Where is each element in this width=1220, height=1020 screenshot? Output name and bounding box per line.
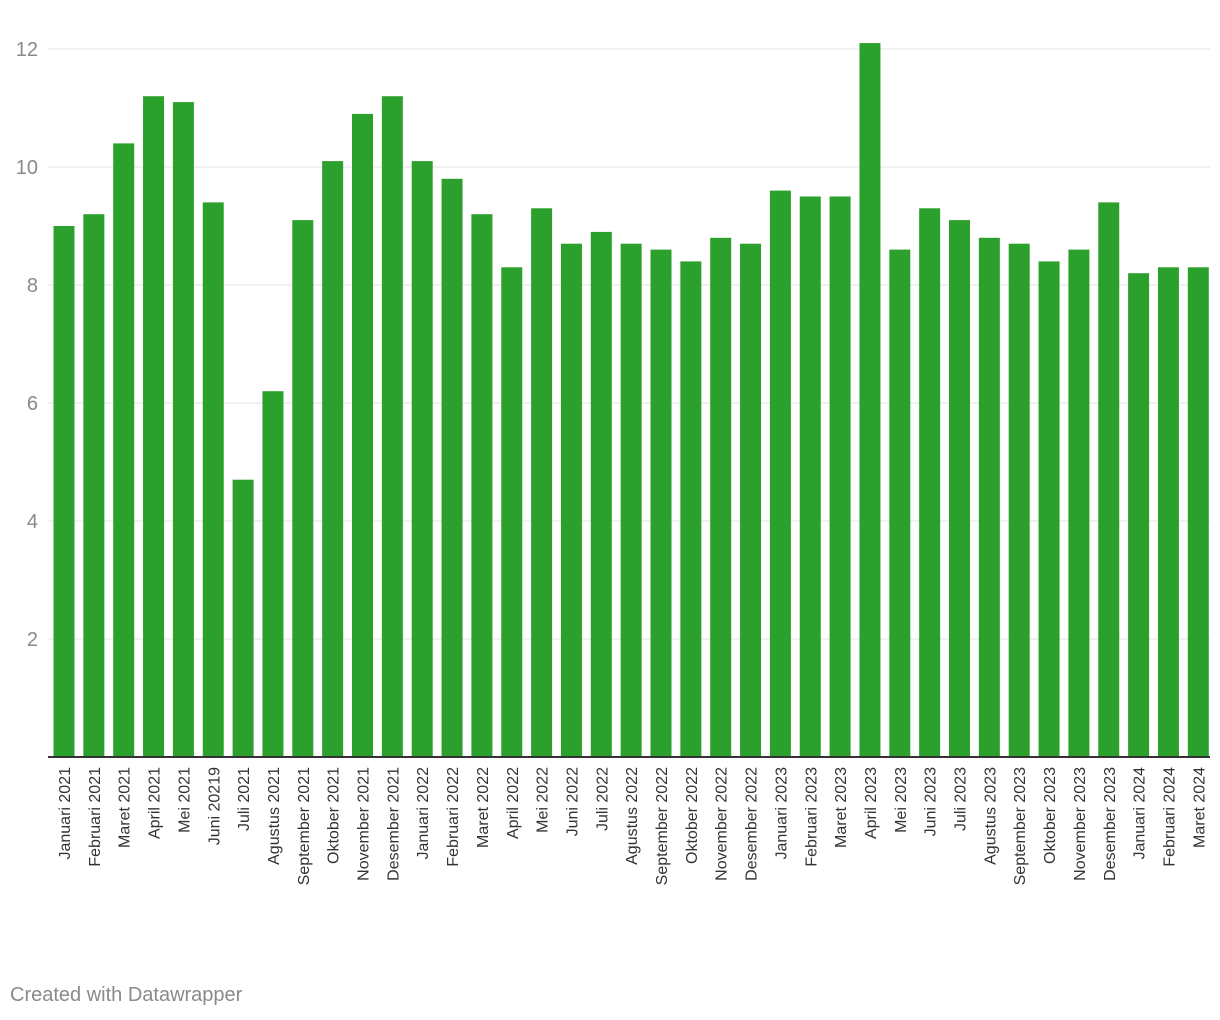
x-tick-label: September 2021 xyxy=(296,767,313,885)
x-tick-label: Februari 2023 xyxy=(803,767,820,867)
bar xyxy=(620,243,642,757)
bar xyxy=(650,249,672,757)
datawrapper-credit: Created with Datawrapper xyxy=(10,984,243,1006)
bar xyxy=(1128,273,1150,757)
bar xyxy=(53,226,75,757)
x-tick-label: Februari 2021 xyxy=(87,767,104,867)
x-tick-label: April 2021 xyxy=(147,767,164,839)
x-axis-tick-labels: Januari 2021 Februari 2021 Maret 2021 April… xyxy=(57,767,1208,885)
x-tick-label: Juli 2022 xyxy=(594,767,611,831)
bar xyxy=(829,196,851,757)
x-tick-label: Januari 2023 xyxy=(773,767,790,860)
bar xyxy=(292,220,314,758)
x-tick-label: Desember 2022 xyxy=(744,767,761,881)
bar xyxy=(232,479,254,757)
bar xyxy=(1038,261,1060,757)
bar xyxy=(978,237,1000,758)
y-tick-label: 10 xyxy=(16,157,38,179)
bar xyxy=(889,249,911,757)
x-tick-label: Maret 2021 xyxy=(117,767,134,848)
y-tick-label: 8 xyxy=(27,275,38,297)
x-tick-label: Maret 2024 xyxy=(1191,767,1208,848)
x-tick-label: Agustus 2022 xyxy=(624,767,641,865)
bar xyxy=(1187,267,1209,757)
x-tick-label: April 2022 xyxy=(505,767,522,839)
bar xyxy=(1068,249,1090,757)
x-tick-label: Agustus 2023 xyxy=(982,767,999,865)
bar xyxy=(1008,243,1030,757)
bar xyxy=(799,196,821,757)
x-tick-label: Juni 2023 xyxy=(923,767,940,836)
bar xyxy=(411,161,433,758)
bar xyxy=(859,43,881,758)
x-tick-label: September 2023 xyxy=(1012,767,1029,885)
x-tick-label: Maret 2023 xyxy=(833,767,850,848)
x-tick-label: November 2023 xyxy=(1072,767,1089,881)
bar xyxy=(560,243,582,757)
x-tick-label: Agustus 2021 xyxy=(266,767,283,865)
x-tick-label: Mei 2021 xyxy=(176,767,193,833)
bar xyxy=(143,96,165,757)
x-tick-label: Januari 2021 xyxy=(57,767,74,860)
x-tick-label: Februari 2022 xyxy=(445,767,462,867)
bar xyxy=(471,214,493,757)
y-tick-label: 4 xyxy=(27,511,38,533)
bar xyxy=(501,267,523,757)
bar xyxy=(322,161,344,758)
x-tick-label: Mei 2022 xyxy=(535,767,552,833)
bar xyxy=(262,391,284,757)
x-tick-label: Oktober 2023 xyxy=(1042,767,1059,864)
bar xyxy=(1098,202,1120,757)
x-tick-label: Februari 2024 xyxy=(1161,767,1178,867)
x-tick-label: Oktober 2022 xyxy=(684,767,701,864)
x-tick-label: November 2022 xyxy=(714,767,731,881)
x-tick-label: Oktober 2021 xyxy=(326,767,343,864)
x-tick-label: Mei 2023 xyxy=(893,767,910,833)
x-tick-label: Januari 2022 xyxy=(415,767,432,860)
bar xyxy=(441,178,463,758)
x-tick-label: September 2022 xyxy=(654,767,671,885)
y-tick-label: 6 xyxy=(27,393,38,415)
y-tick-label: 2 xyxy=(27,629,38,651)
bar xyxy=(710,237,732,758)
x-tick-label: Desember 2023 xyxy=(1102,767,1119,881)
x-tick-label: Juli 2021 xyxy=(236,767,253,831)
x-tick-label: Maret 2022 xyxy=(475,767,492,848)
bar xyxy=(113,143,135,757)
x-tick-label: Juni 20219 xyxy=(206,767,223,845)
x-tick-label: Juli 2023 xyxy=(953,767,970,831)
bar xyxy=(949,220,970,758)
bar xyxy=(919,208,941,758)
y-axis-tick-labels: 2 4 6 8 10 12 xyxy=(16,39,38,651)
x-tick-label: April 2023 xyxy=(863,767,880,839)
x-tick-label: November 2021 xyxy=(356,767,373,881)
bar xyxy=(740,243,762,757)
bar xyxy=(83,214,105,757)
x-tick-label: Desember 2021 xyxy=(385,767,402,881)
bar xyxy=(202,202,224,757)
bar xyxy=(531,208,553,758)
bar xyxy=(352,113,373,757)
bar xyxy=(1157,267,1179,757)
bars xyxy=(53,43,1209,758)
x-tick-label: Januari 2024 xyxy=(1132,767,1149,860)
bar xyxy=(381,96,403,757)
y-tick-label: 12 xyxy=(16,39,38,61)
bar xyxy=(590,231,612,757)
x-tick-label: Juni 2022 xyxy=(564,767,581,836)
bar xyxy=(680,261,702,757)
bar xyxy=(769,190,791,758)
bar xyxy=(172,102,194,758)
